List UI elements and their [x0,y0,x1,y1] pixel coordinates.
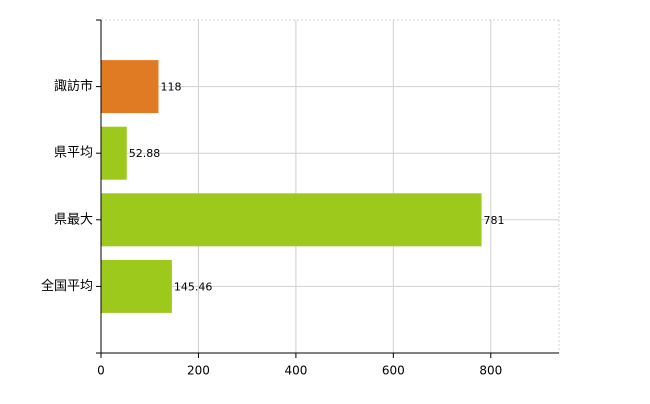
x-tick-label: 400 [284,364,307,378]
bar [101,126,127,180]
y-tick-label: 県平均 [54,146,93,161]
data-label: 145.46 [174,280,213,293]
y-tick-label: 諏訪市 [54,78,93,94]
data-label: 118 [160,81,181,94]
y-tick-label: 全国平均 [41,278,93,294]
data-label: 781 [484,214,505,227]
bar [101,193,482,247]
x-tick-label: 200 [187,364,210,378]
data-label: 52.88 [129,147,161,160]
x-tick-label: 0 [97,364,105,378]
bar [101,259,172,313]
x-tick-label: 800 [479,364,502,378]
y-tick-label: 県最大 [54,212,93,227]
bar [101,60,159,114]
x-tick-label: 600 [382,364,405,378]
